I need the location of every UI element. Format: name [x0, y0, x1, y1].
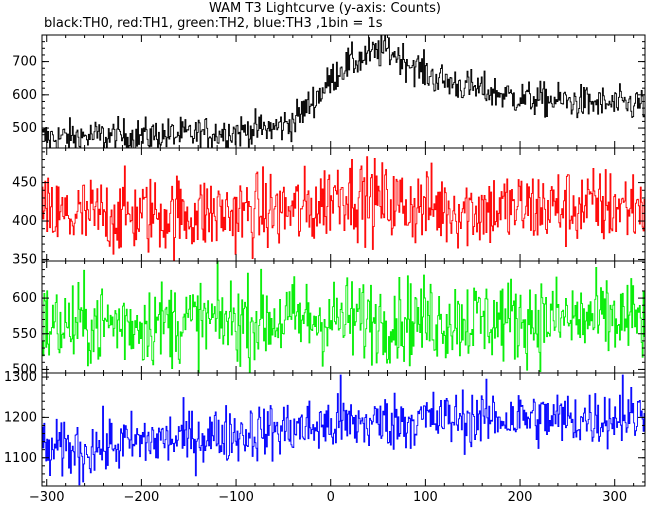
panel-frame-th2: [41, 260, 646, 374]
y-tick-label: 600: [12, 88, 37, 103]
y-tick-label: 550: [12, 327, 37, 342]
lightcurve-th2: [42, 260, 645, 374]
x-tick-label: −100: [218, 490, 254, 505]
y-tick-label: 400: [12, 214, 37, 229]
x-tick-label: −200: [124, 490, 160, 505]
panel-frame-th1: [41, 147, 646, 262]
y-tick-label: 500: [12, 362, 37, 377]
y-tick-label: 700: [12, 55, 37, 70]
lightcurve-th1: [42, 156, 645, 261]
x-tick-label: −300: [29, 490, 65, 505]
chart-title: WAM T3 Lightcurve (y-axis: Counts): [209, 1, 441, 16]
y-tick-label: 350: [12, 252, 37, 267]
lightcurve-th0: [42, 34, 645, 149]
y-tick-label: 1300: [4, 370, 37, 385]
x-tick-label: 300: [602, 490, 627, 505]
chart-subtitle: black:TH0, red:TH1, green:TH2, blue:TH3 …: [44, 16, 383, 31]
y-tick-label: 600: [12, 291, 37, 306]
panel-frame-th3: [41, 372, 646, 487]
y-tick-label: 450: [12, 176, 37, 191]
y-tick-label: 1100: [4, 451, 37, 466]
lightcurve-th3: [42, 374, 645, 486]
y-tick-label: 1200: [4, 410, 37, 425]
y-tick-label: 500: [12, 121, 37, 136]
x-tick-label: 200: [508, 490, 533, 505]
x-tick-label: 0: [327, 490, 335, 505]
x-tick-label: 100: [413, 490, 438, 505]
